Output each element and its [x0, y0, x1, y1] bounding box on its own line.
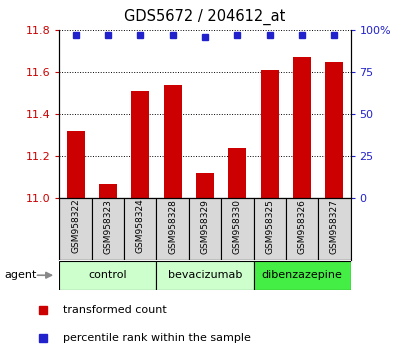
Text: GSM958328: GSM958328: [168, 199, 177, 253]
Bar: [156, 261, 253, 290]
Bar: [189, 198, 220, 260]
Text: GSM958322: GSM958322: [71, 199, 80, 253]
Bar: [285, 198, 317, 260]
Bar: [253, 198, 285, 260]
Text: bevacizumab: bevacizumab: [167, 270, 242, 280]
Bar: [59, 198, 92, 260]
Bar: [228, 148, 246, 198]
Bar: [317, 198, 350, 260]
Text: GSM958330: GSM958330: [232, 199, 241, 253]
Text: GSM958327: GSM958327: [329, 199, 338, 253]
Bar: [124, 198, 156, 260]
Bar: [163, 85, 181, 198]
Bar: [67, 131, 84, 198]
Text: GDS5672 / 204612_at: GDS5672 / 204612_at: [124, 9, 285, 25]
Text: GSM958326: GSM958326: [297, 199, 306, 253]
Text: agent: agent: [4, 270, 36, 280]
Text: GSM958329: GSM958329: [200, 199, 209, 253]
Bar: [59, 261, 156, 290]
Bar: [131, 91, 149, 198]
Text: GSM958323: GSM958323: [103, 199, 112, 253]
Text: percentile rank within the sample: percentile rank within the sample: [63, 333, 250, 343]
Bar: [156, 198, 189, 260]
Bar: [99, 183, 117, 198]
Bar: [292, 57, 310, 198]
Bar: [92, 198, 124, 260]
Bar: [325, 62, 342, 198]
Bar: [196, 173, 213, 198]
Bar: [220, 198, 253, 260]
Text: GSM958324: GSM958324: [135, 199, 144, 253]
Bar: [260, 70, 278, 198]
Text: dibenzazepine: dibenzazepine: [261, 270, 342, 280]
Bar: [253, 261, 350, 290]
Text: GSM958325: GSM958325: [265, 199, 274, 253]
Text: transformed count: transformed count: [63, 305, 166, 315]
Text: control: control: [88, 270, 127, 280]
